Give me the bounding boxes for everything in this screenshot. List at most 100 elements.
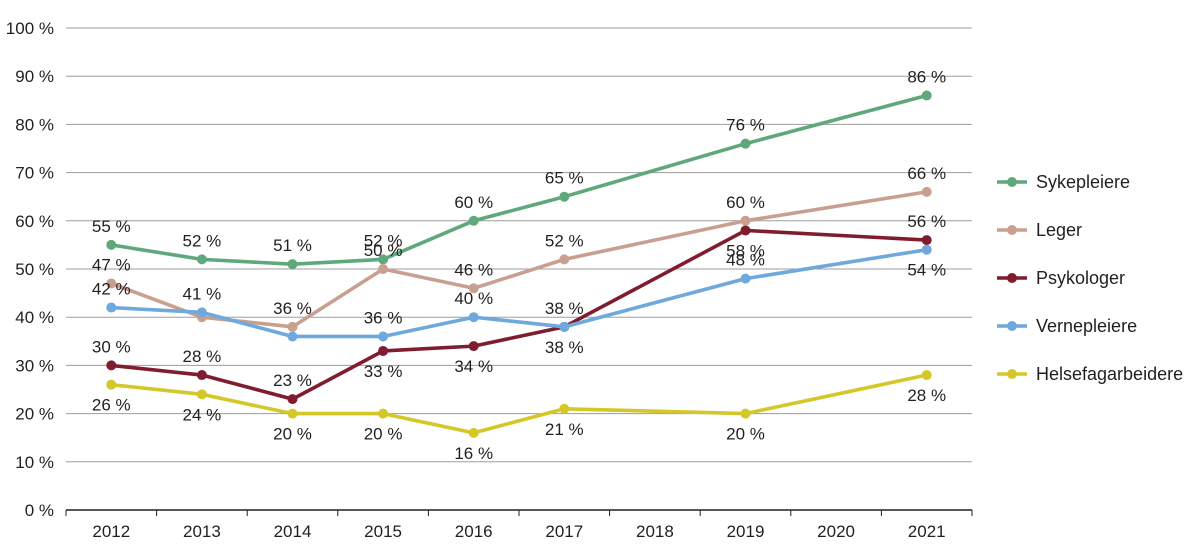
data-label: 48 % [726, 251, 765, 270]
data-label: 55 % [92, 217, 131, 236]
x-tick-label: 2012 [92, 522, 130, 541]
data-point [287, 321, 298, 332]
data-label: 51 % [273, 236, 312, 255]
data-label: 66 % [907, 164, 946, 183]
y-tick-label: 70 % [15, 164, 54, 183]
data-point [740, 215, 751, 226]
data-point [921, 90, 932, 101]
data-point [287, 408, 298, 419]
data-label: 28 % [183, 347, 222, 366]
x-tick-label: 2016 [455, 522, 493, 541]
data-label: 28 % [907, 386, 946, 405]
data-label: 40 % [454, 289, 493, 308]
data-label: 42 % [92, 280, 131, 299]
data-label: 54 % [907, 261, 946, 280]
y-tick-label: 10 % [15, 453, 54, 472]
y-tick-label: 0 % [25, 501, 54, 520]
data-point [468, 312, 479, 323]
data-label: 47 % [92, 255, 131, 274]
data-point [921, 370, 932, 381]
legend-marker [1007, 273, 1017, 283]
data-point [468, 283, 479, 294]
data-point [287, 394, 298, 405]
x-tick-label: 2013 [183, 522, 221, 541]
data-point [740, 408, 751, 419]
data-label: 52 % [364, 231, 403, 250]
data-point [287, 331, 298, 342]
data-point [921, 235, 932, 246]
data-label: 20 % [273, 425, 312, 444]
data-label: 86 % [907, 67, 946, 86]
data-label: 46 % [454, 260, 493, 279]
data-point [468, 215, 479, 226]
data-point [287, 259, 298, 270]
y-tick-label: 20 % [15, 405, 54, 424]
data-label: 76 % [726, 116, 765, 135]
data-point [106, 379, 117, 390]
data-label: 38 % [545, 299, 584, 318]
data-point [378, 345, 389, 356]
data-label: 36 % [364, 308, 403, 327]
y-axis: 0 % 10 % 20 % 30 % 40 % 50 % 60 % 70 % 80 % 90 % 1… [6, 19, 54, 520]
data-label: 56 % [907, 212, 946, 231]
data-point [378, 264, 389, 274]
data-point [106, 302, 117, 313]
data-point [196, 254, 207, 265]
data-point [740, 138, 751, 149]
data-point [921, 244, 932, 255]
data-point [559, 254, 570, 265]
data-point [468, 427, 479, 438]
data-label: 38 % [545, 338, 584, 357]
x-tick-label: 2015 [364, 522, 402, 541]
data-label: 30 % [92, 337, 131, 356]
data-label: 34 % [454, 357, 493, 376]
data-label: 65 % [545, 169, 584, 188]
data-label: 58 % [726, 241, 765, 260]
data-label: 24 % [183, 405, 222, 424]
series-line-helsefagarbeidere [109, 373, 929, 435]
data-point [106, 278, 117, 289]
data-point [106, 360, 117, 371]
y-tick-label: 100 % [6, 19, 54, 38]
legend-marker [1007, 321, 1017, 331]
data-label: 33 % [364, 362, 403, 381]
y-tick-label: 50 % [15, 260, 54, 279]
data-label: 20 % [364, 425, 403, 444]
data-label: 52 % [545, 231, 584, 250]
legend-label: Leger [1036, 220, 1082, 240]
legend-label: Psykologer [1036, 268, 1125, 288]
data-point [559, 403, 570, 414]
legend-marker [1007, 369, 1017, 379]
data-label: 26 % [92, 396, 131, 415]
data-label: 20 % [726, 425, 765, 444]
series-line-leger [109, 190, 929, 329]
y-tick-label: 30 % [15, 356, 54, 375]
data-point [378, 331, 389, 342]
data-point [378, 254, 389, 265]
data-label: 41 % [183, 284, 222, 303]
data-point [196, 389, 207, 400]
series-line-psykologer [109, 228, 929, 401]
data-label: 60 % [726, 193, 765, 212]
x-tick-label: 2018 [636, 522, 674, 541]
x-tick-label: 2019 [727, 522, 765, 541]
data-point [921, 186, 932, 197]
data-point [378, 408, 389, 419]
y-tick-label: 80 % [15, 115, 54, 134]
data-point [559, 321, 570, 332]
data-label: 21 % [545, 420, 584, 439]
x-tick-label: 2020 [817, 522, 855, 541]
x-axis: 2012 2013 2014 2015 2016 2017 2018 2019 2020 2021 [65, 510, 973, 541]
data-point [106, 239, 117, 250]
legend: Sykepleiere Leger Psykologer Vernepleiere He… [997, 172, 1183, 384]
data-point [196, 370, 207, 381]
legend-label: Sykepleiere [1036, 172, 1130, 192]
series-lines [106, 90, 932, 438]
x-tick-label: 2014 [274, 522, 312, 541]
data-label: 23 % [273, 371, 312, 390]
grid-lines [66, 27, 972, 511]
y-tick-label: 40 % [15, 308, 54, 327]
legend-marker [1007, 177, 1017, 187]
data-labels: 55 % 52 % 51 % 52 % 60 % 65 % 76 % 86 % 47 % 36 %… [92, 67, 946, 462]
